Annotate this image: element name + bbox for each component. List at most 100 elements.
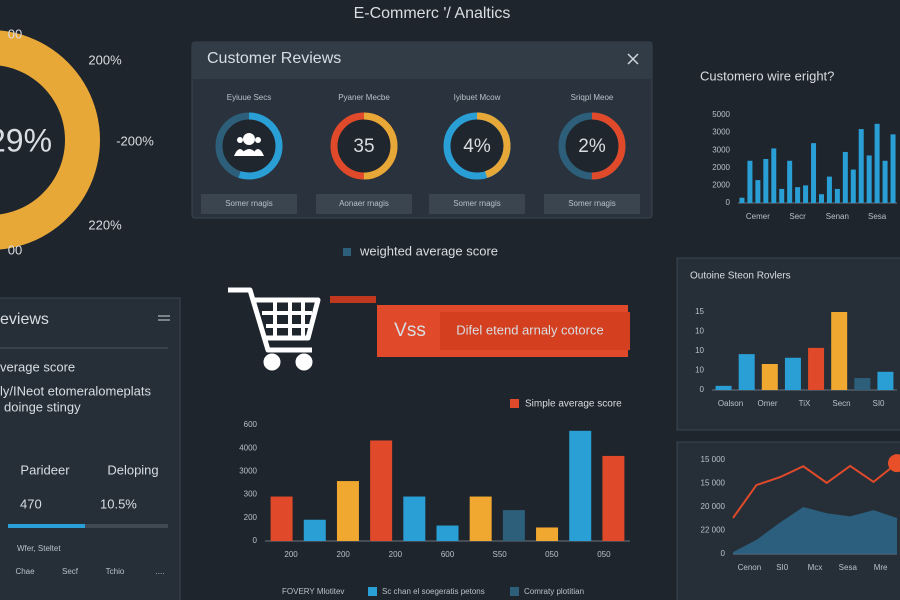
area [733, 507, 897, 554]
bar [834, 188, 840, 203]
x-tick-label: Sesa [839, 563, 858, 572]
y-tick-label: 0 [721, 549, 726, 558]
x-tick-label: Mre [874, 563, 888, 572]
donut-slice [0, 30, 100, 250]
gauge-button-label: Somer rnagis [568, 199, 616, 208]
bar [850, 169, 856, 203]
banner-vs: Vss [394, 320, 426, 341]
bar [602, 455, 625, 541]
tab[interactable]: Tchio [106, 567, 125, 576]
bar [874, 123, 880, 203]
gauge-value: 35 [353, 136, 374, 157]
y-tick-label: 200 [244, 513, 258, 522]
left-title: eviews [0, 311, 49, 328]
bar [739, 197, 745, 203]
col-header: Parideer [20, 462, 70, 477]
gauge-label: Sriqpl Meoe [571, 93, 614, 102]
gauge-button[interactable] [544, 194, 640, 214]
icon-head [255, 137, 261, 143]
x-tick-label: 050 [545, 550, 559, 559]
tab[interactable]: .... [156, 567, 165, 576]
gauge-button[interactable] [201, 194, 297, 214]
bar [890, 134, 896, 203]
bar [755, 180, 761, 203]
bar [536, 527, 559, 541]
y-tick-label: 2000 [712, 163, 730, 172]
bar [436, 525, 459, 541]
gauge-button-label: Somer rnagis [225, 199, 273, 208]
col-value: 470 [20, 496, 42, 511]
people-icon [234, 133, 264, 156]
x-tick-label: 200 [284, 550, 298, 559]
y-tick-label: 15 000 [701, 479, 726, 488]
y-tick-label: 22 000 [701, 526, 726, 535]
left-subtitle: verage score [0, 359, 75, 374]
bar [715, 385, 732, 390]
progress-fill [8, 524, 85, 528]
banner-stripe [330, 296, 376, 303]
gauge-value: 2% [578, 136, 606, 157]
y-tick-label: 3000 [712, 128, 730, 137]
x-tick-label: S50 [493, 550, 508, 559]
gauge-arc [443, 112, 511, 180]
x-tick-label: 600 [441, 550, 455, 559]
x-tick-label: Cenon [738, 563, 762, 572]
bar [469, 496, 492, 541]
bar [831, 312, 848, 390]
bar [403, 496, 426, 541]
y-tick-label: 2000 [712, 181, 730, 190]
tab[interactable]: Chae [15, 567, 35, 576]
bar [303, 519, 326, 541]
review-title: Customer Reviews [207, 50, 341, 67]
x-tick-label: Oalson [718, 399, 743, 408]
close-button[interactable] [627, 53, 639, 65]
gauge-arc [330, 112, 398, 180]
end-marker [888, 454, 900, 473]
gauge-button[interactable] [316, 194, 412, 214]
y-tick-label: 300 [244, 490, 258, 499]
bar [370, 440, 393, 541]
donut-label: -200% [116, 133, 154, 148]
left-panel [0, 297, 181, 600]
x-tick-label: Sesa [868, 212, 887, 221]
gauge-label: Eyiuue Secs [227, 93, 271, 102]
y-tick-label: 3000 [712, 145, 730, 154]
tab[interactable]: Secf [62, 567, 79, 576]
gauge-label: Pyaner Mecbe [338, 93, 390, 102]
x-tick-label: Cemer [746, 212, 770, 221]
legend-swatch [510, 399, 519, 408]
y-tick-label: 15 [695, 307, 704, 316]
bar [854, 378, 871, 390]
donut-label: 00 [8, 26, 22, 41]
legend-label: Comraty plotitian [524, 587, 584, 596]
bar [882, 160, 888, 203]
x-tick-label: Mcx [808, 563, 823, 572]
y-tick-label: 4000 [239, 443, 257, 452]
bar [808, 347, 825, 390]
bar [270, 496, 293, 541]
y-tick-label: 5000 [712, 110, 730, 119]
icon-body [240, 149, 258, 156]
bar [803, 185, 809, 203]
bar [795, 187, 801, 203]
bar [858, 129, 864, 203]
y-tick-label: 10 [695, 366, 704, 375]
menu-icon[interactable] [158, 315, 170, 321]
banner-inner [440, 312, 630, 350]
bar [738, 354, 755, 390]
col-value: 10.5% [100, 496, 137, 511]
y-tick-label: 3000 [239, 467, 257, 476]
donut-label: 200% [88, 52, 122, 67]
chart-title: Customero wire eright? [700, 68, 834, 83]
banner-text: Difel etend arnaly cotorce [456, 322, 603, 337]
page-title: E-Commerc '/ Analtics [354, 5, 511, 22]
line [732, 462, 898, 519]
legend-swatch [368, 587, 377, 596]
progress-track [8, 524, 168, 528]
bar [877, 371, 894, 390]
bar [771, 148, 777, 203]
gauge-button-label: Aonaer rnagis [339, 199, 389, 208]
gauge-label: Iyibuet Mcow [454, 93, 501, 102]
gauge-button[interactable] [429, 194, 525, 214]
gauge-arc [215, 112, 283, 180]
